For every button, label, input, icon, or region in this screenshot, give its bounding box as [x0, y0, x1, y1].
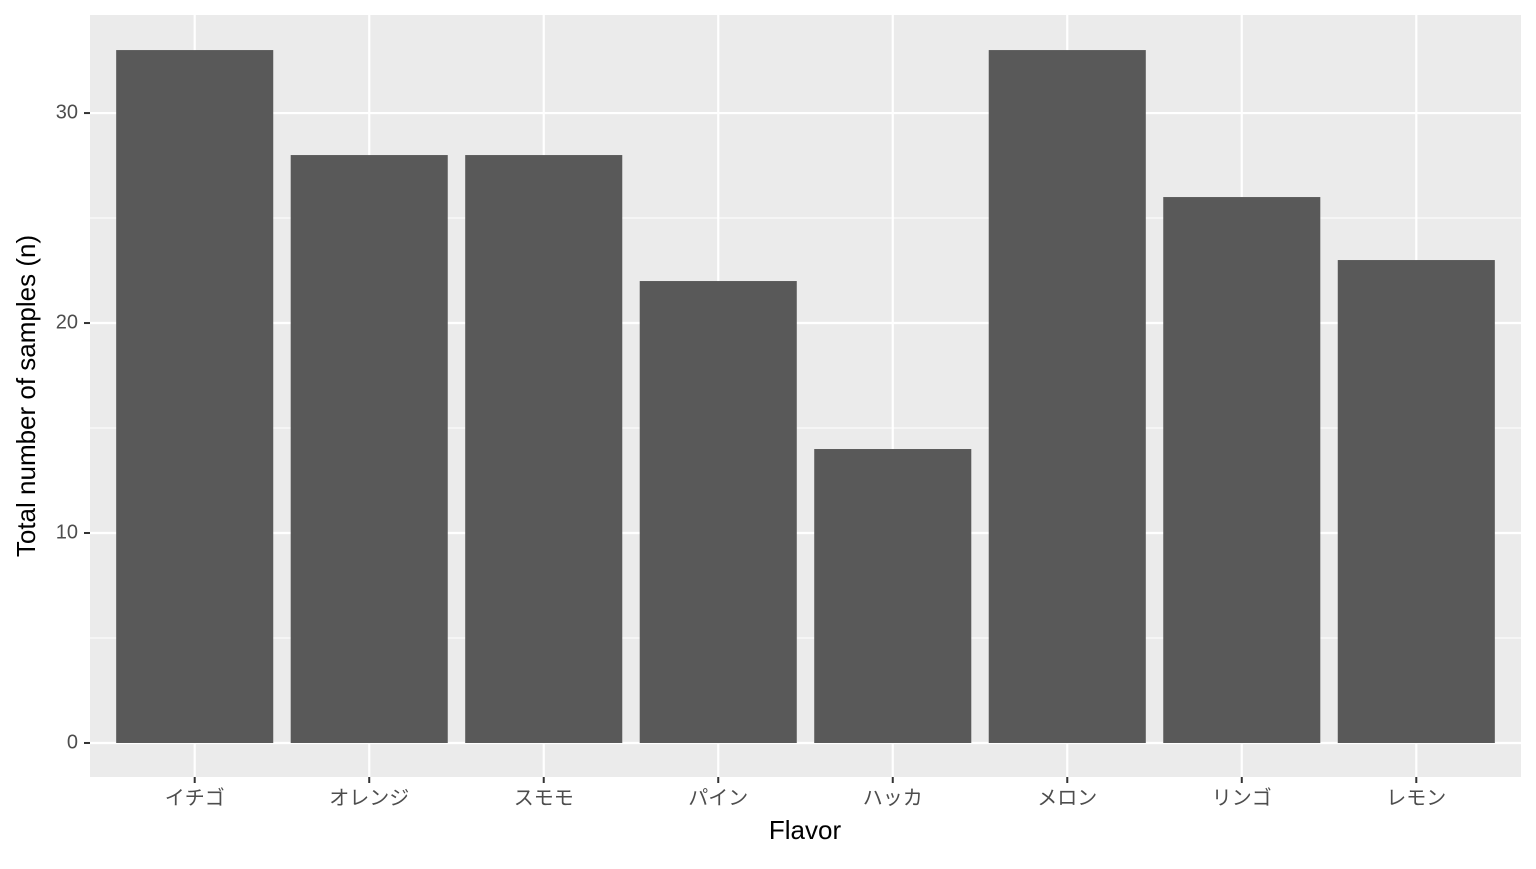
- bar: [1163, 197, 1321, 743]
- y-axis-title: Total number of samples (n): [11, 235, 41, 557]
- x-tick-label: スモモ: [514, 787, 574, 809]
- bar: [639, 281, 797, 743]
- x-tick-label: イチゴ: [165, 786, 225, 809]
- x-axis-title: Flavor: [769, 815, 842, 845]
- x-tick-label: レモン: [1386, 787, 1446, 809]
- x-tick-label: メロン: [1037, 787, 1097, 809]
- x-tick-label: ハッカ: [863, 787, 923, 809]
- y-tick-label: 20: [56, 311, 78, 333]
- y-tick-label: 30: [56, 101, 78, 123]
- bar: [988, 50, 1146, 743]
- bar: [1337, 260, 1495, 743]
- bar: [814, 449, 972, 743]
- bar: [465, 155, 623, 743]
- y-tick-label: 0: [67, 731, 78, 753]
- x-tick-label: リンゴ: [1212, 786, 1272, 809]
- bar: [290, 155, 448, 743]
- x-tick-label: パイン: [688, 787, 748, 809]
- x-tick-label: オレンジ: [329, 787, 409, 809]
- bar: [116, 50, 274, 743]
- y-tick-label: 10: [56, 521, 78, 543]
